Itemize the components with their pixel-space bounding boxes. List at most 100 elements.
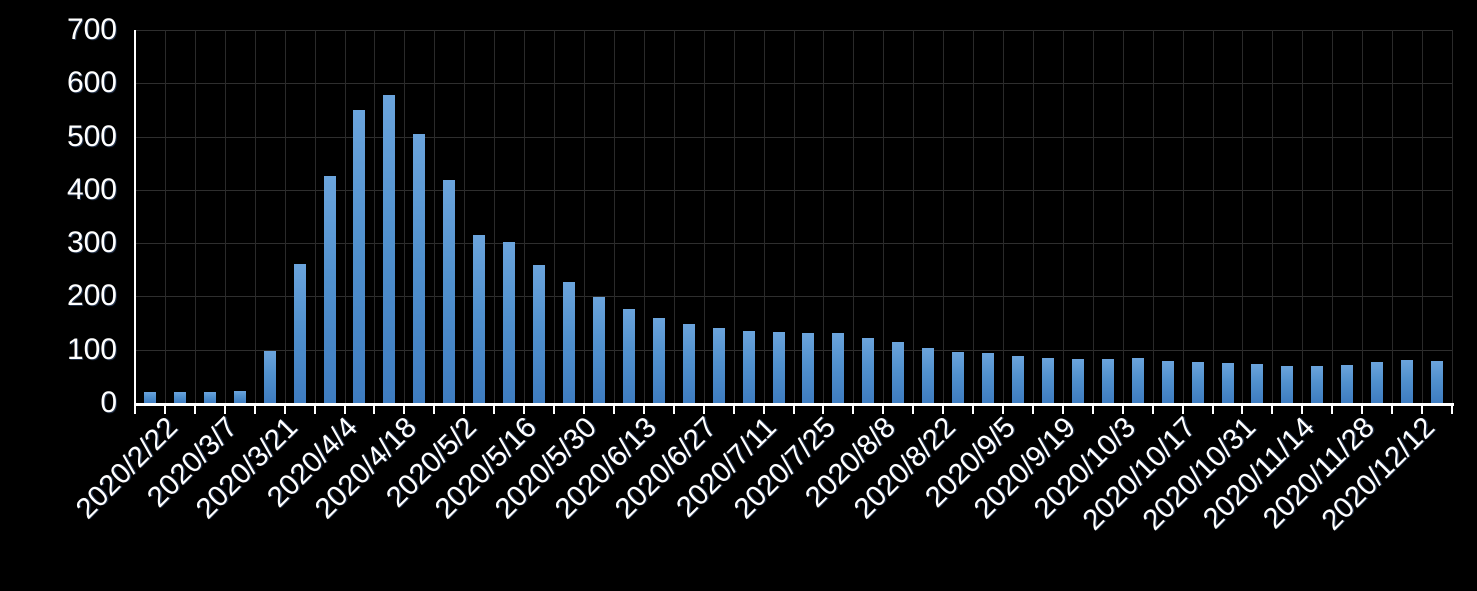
x-tick — [942, 403, 944, 414]
v-gridline — [1362, 30, 1363, 403]
v-gridline — [1213, 30, 1214, 403]
v-gridline — [704, 30, 705, 403]
y-tick-label: 700 — [66, 13, 117, 46]
x-tick — [1122, 403, 1124, 414]
x-tick — [1271, 403, 1273, 414]
x-tick — [1361, 403, 1363, 414]
bar — [473, 235, 485, 403]
bar — [1401, 360, 1413, 403]
x-tick — [1331, 403, 1333, 414]
v-gridline — [434, 30, 435, 403]
v-gridline — [1302, 30, 1303, 403]
x-tick — [583, 403, 585, 414]
bar — [204, 392, 216, 403]
v-gridline — [404, 30, 405, 403]
bar — [743, 331, 755, 403]
v-gridline — [1422, 30, 1423, 403]
x-tick — [553, 403, 555, 414]
bar — [713, 328, 725, 403]
v-gridline — [943, 30, 944, 403]
v-gridline — [1063, 30, 1064, 403]
x-tick — [673, 403, 675, 414]
x-tick — [643, 403, 645, 414]
x-tick — [164, 403, 166, 414]
bar — [593, 297, 605, 403]
v-gridline — [285, 30, 286, 403]
bar — [653, 318, 665, 403]
x-tick — [1032, 403, 1034, 414]
x-tick — [194, 403, 196, 414]
v-gridline — [913, 30, 914, 403]
x-tick — [1451, 403, 1453, 414]
bar — [563, 282, 575, 403]
bar — [383, 95, 395, 403]
v-gridline — [1033, 30, 1034, 403]
x-tick — [1152, 403, 1154, 414]
x-tick — [1241, 403, 1243, 414]
bar — [1162, 361, 1174, 403]
y-tick-label: 400 — [66, 173, 117, 206]
bar — [1012, 356, 1024, 403]
v-gridline — [195, 30, 196, 403]
v-gridline — [374, 30, 375, 403]
bar — [1192, 362, 1204, 403]
v-gridline — [255, 30, 256, 403]
x-tick — [763, 403, 765, 414]
x-tick — [403, 403, 405, 414]
v-gridline — [1452, 30, 1453, 403]
x-tick — [822, 403, 824, 414]
v-gridline — [1003, 30, 1004, 403]
v-gridline — [823, 30, 824, 403]
v-gridline — [1123, 30, 1124, 403]
bar — [1371, 362, 1383, 403]
x-tick — [433, 403, 435, 414]
x-tick — [493, 403, 495, 414]
v-gridline — [674, 30, 675, 403]
bar — [683, 324, 695, 403]
x-tick — [1062, 403, 1064, 414]
y-tick-label: 300 — [66, 226, 117, 259]
bar — [922, 348, 934, 403]
v-gridline — [644, 30, 645, 403]
bar — [832, 333, 844, 403]
bar — [1222, 363, 1234, 403]
v-gridline — [614, 30, 615, 403]
bar — [862, 338, 874, 403]
x-tick — [793, 403, 795, 414]
x-tick — [882, 403, 884, 414]
v-gridline — [494, 30, 495, 403]
v-gridline — [554, 30, 555, 403]
bar — [1132, 358, 1144, 403]
v-gridline — [1392, 30, 1393, 403]
bar — [1102, 359, 1114, 403]
x-tick — [1212, 403, 1214, 414]
bar — [174, 392, 186, 403]
v-gridline — [1242, 30, 1243, 403]
x-tick — [224, 403, 226, 414]
v-gridline — [345, 30, 346, 403]
x-tick — [972, 403, 974, 414]
x-tick — [1092, 403, 1094, 414]
x-tick — [1002, 403, 1004, 414]
v-gridline — [1183, 30, 1184, 403]
bar — [443, 180, 455, 403]
bar — [413, 134, 425, 403]
x-tick — [703, 403, 705, 414]
x-tick — [284, 403, 286, 414]
x-tick — [1301, 403, 1303, 414]
bar — [234, 391, 246, 403]
v-gridline — [315, 30, 316, 403]
bar — [1072, 359, 1084, 403]
x-tick — [733, 403, 735, 414]
x-tick — [463, 403, 465, 414]
x-tick — [1421, 403, 1423, 414]
x-tick — [134, 403, 136, 414]
x-tick — [523, 403, 525, 414]
v-gridline — [794, 30, 795, 403]
x-tick — [1182, 403, 1184, 414]
x-tick — [613, 403, 615, 414]
x-tick — [912, 403, 914, 414]
bar — [353, 110, 365, 403]
bar — [1042, 358, 1054, 403]
x-tick — [373, 403, 375, 414]
